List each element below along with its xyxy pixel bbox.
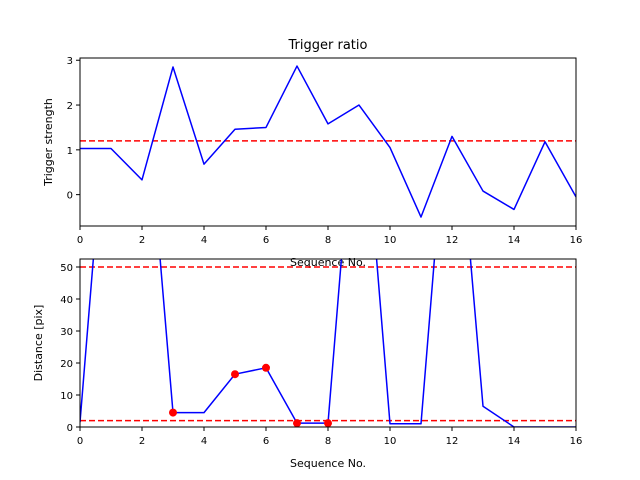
x-tick-label: 4: [201, 235, 207, 246]
y-tick-label: 0: [67, 423, 73, 434]
y-tick-label: 20: [60, 359, 73, 370]
y-tick-label: 10: [60, 391, 73, 402]
data-point: [262, 363, 270, 372]
data-point: [293, 419, 301, 427]
y-axis-label: Trigger strength: [42, 98, 55, 187]
axes-frame: [79, 258, 577, 428]
subplot-trigger-ratio: Trigger ratio Sequence No. Trigger stren…: [42, 38, 582, 269]
subplot-distance: Sequence No. Distance [pix] 0 2 4 6 8 10 12 14 1…: [32, 258, 583, 470]
x-tick-label: 6: [263, 436, 269, 447]
x-tick-label: 2: [139, 235, 145, 246]
y-tick-label: 30: [60, 327, 73, 338]
y-tick-label: 40: [60, 295, 73, 306]
x-tick-label: 8: [325, 235, 331, 246]
data-point: [169, 408, 177, 417]
y-tick-label: 3: [67, 56, 73, 67]
x-tick-label: 4: [201, 436, 207, 447]
x-tick-label: 12: [446, 436, 459, 447]
x-tick-label: 14: [508, 235, 521, 246]
x-tick-label: 16: [570, 436, 583, 447]
y-tick-label: 1: [67, 146, 73, 157]
data-point: [324, 419, 332, 427]
plot-area: [80, 259, 576, 427]
series-line: [80, 65, 576, 218]
data-point: [231, 370, 239, 379]
x-tick-label: 8: [325, 436, 331, 447]
x-tick-label: 12: [446, 235, 459, 246]
y-tick-label: 50: [60, 263, 73, 274]
x-tick-label: 2: [139, 436, 145, 447]
x-tick-label: 0: [77, 436, 83, 447]
y-tick-label: 0: [67, 191, 73, 202]
x-tick-label: 10: [384, 235, 397, 246]
axes-frame: [79, 57, 577, 227]
x-tick-label: 10: [384, 436, 397, 447]
x-tick-label: 16: [570, 235, 583, 246]
x-tick-label: 0: [77, 235, 83, 246]
plot-area: [80, 65, 576, 218]
x-tick-label: 14: [508, 436, 521, 447]
y-axis-label: Distance [pix]: [32, 305, 45, 382]
x-axis-label: Sequence No.: [290, 457, 366, 470]
chart-title: Trigger ratio: [288, 38, 368, 53]
y-tick-label: 2: [67, 101, 73, 112]
x-tick-label: 6: [263, 235, 269, 246]
